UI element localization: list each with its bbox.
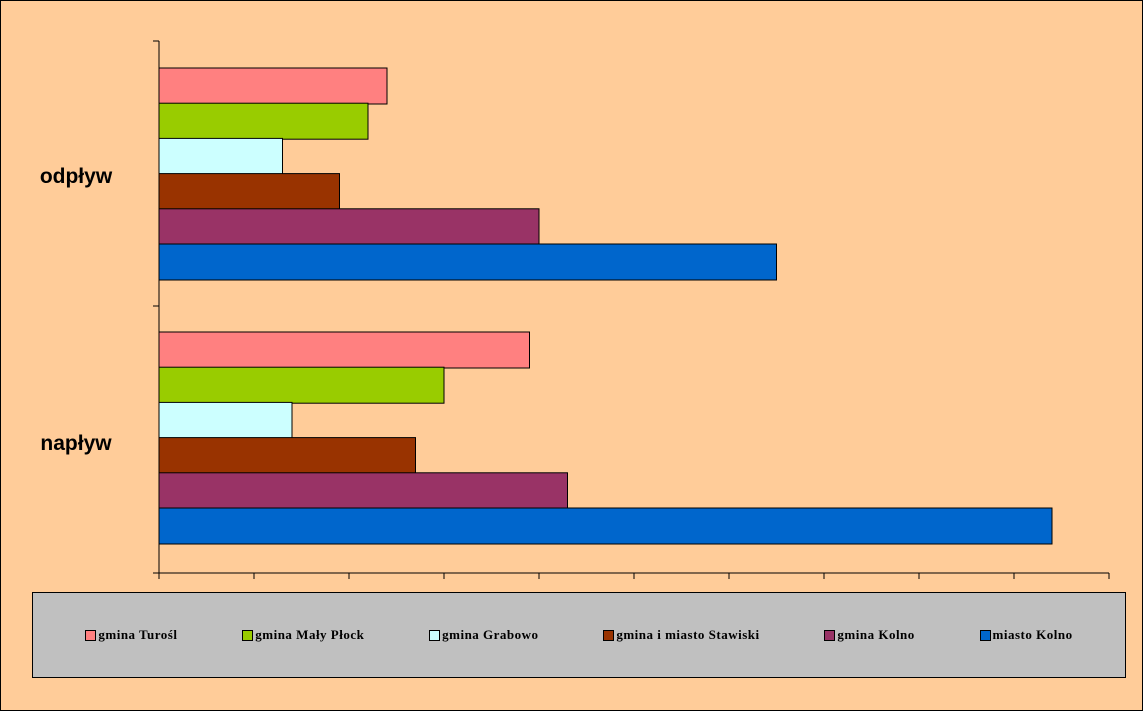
legend-label: gmina Grabowo xyxy=(442,627,539,642)
legend-label: gmina Kolno xyxy=(837,627,915,642)
bar xyxy=(158,67,388,105)
bar xyxy=(158,137,283,175)
bar xyxy=(158,401,293,439)
category-label-odplyw: odpływ xyxy=(39,165,113,188)
legend-label: gmina Turośl xyxy=(98,627,178,642)
bar xyxy=(158,507,1053,545)
legend-swatch xyxy=(824,629,836,641)
bar xyxy=(158,331,530,369)
bar xyxy=(158,208,540,246)
legend-item: miasto Kolno xyxy=(979,627,1073,643)
bar xyxy=(158,366,445,404)
legend-swatch xyxy=(429,629,441,641)
bar xyxy=(158,437,416,475)
legend-swatch xyxy=(603,629,615,641)
category-label-naplyw: napływ xyxy=(40,432,112,455)
legend-item: gmina i miasto Stawiski xyxy=(603,627,759,643)
legend-item: gmina Turośl xyxy=(85,627,177,643)
bar xyxy=(158,102,369,140)
legend-label: gmina Mały Płock xyxy=(255,627,365,642)
legend-item: gmina Mały Płock xyxy=(242,627,364,643)
bar xyxy=(158,243,777,281)
legend-item: gmina Kolno xyxy=(824,627,914,643)
legend-swatch xyxy=(979,629,991,641)
legend-item: gmina Grabowo xyxy=(429,627,538,643)
bar xyxy=(158,472,568,510)
legend-swatch xyxy=(242,629,254,641)
legend: gmina Turośl gmina Mały Płock gmina Grab… xyxy=(32,592,1126,678)
bar xyxy=(158,173,340,211)
legend-label: gmina i miasto Stawiski xyxy=(616,627,760,642)
legend-label: miasto Kolno xyxy=(992,627,1073,642)
legend-swatch xyxy=(85,629,97,641)
